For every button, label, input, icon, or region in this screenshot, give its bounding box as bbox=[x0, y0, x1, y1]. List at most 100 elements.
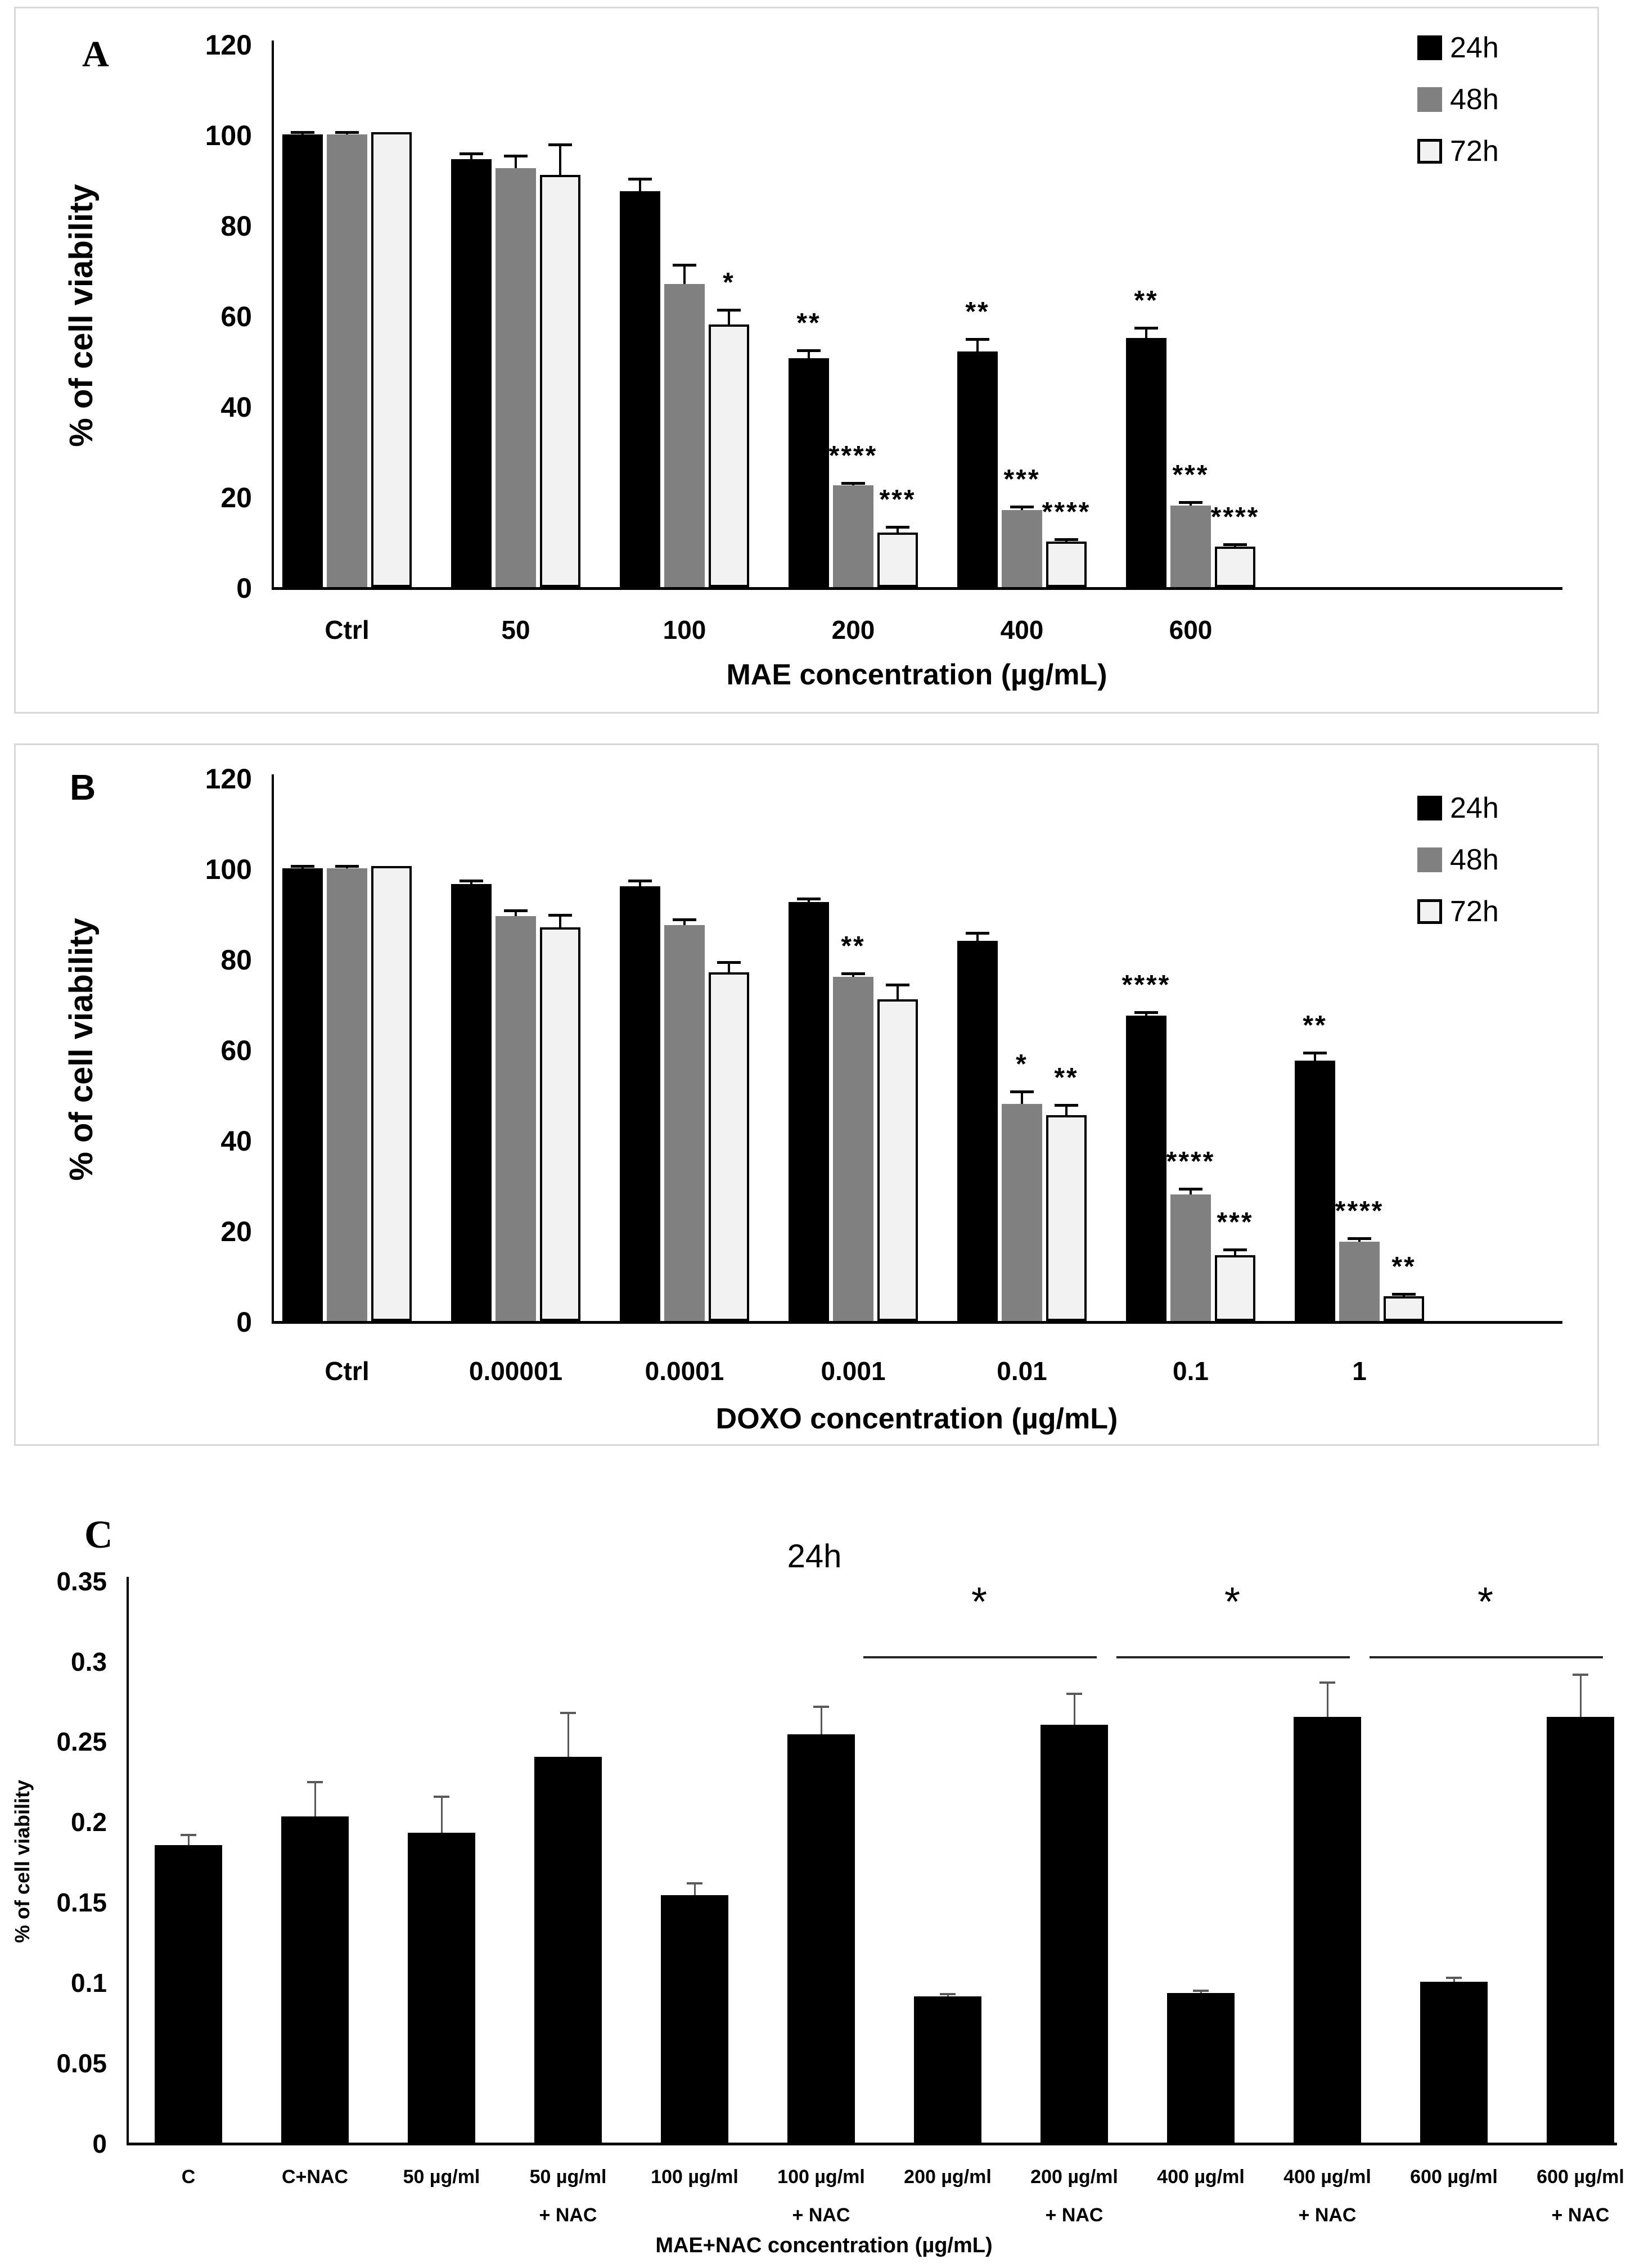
error-bar-stem bbox=[820, 1706, 822, 1734]
y-tick-label: 0.05 bbox=[56, 2048, 107, 2078]
panel-b-plot-area: 0 20 40 60 80 100 120 **** ** ** * **** **** ** *** ** C… bbox=[16, 745, 1597, 1444]
category-label: 100 µg/ml bbox=[651, 2166, 738, 2188]
y-tick-label: 0.25 bbox=[56, 1727, 107, 1757]
error-bar-stem bbox=[683, 264, 686, 284]
bar bbox=[877, 533, 918, 587]
bar bbox=[371, 866, 412, 1321]
significance-label: **** bbox=[1042, 497, 1091, 527]
legend-item-72h: 72h bbox=[1417, 137, 1499, 166]
error-bar-cap bbox=[940, 1993, 956, 1995]
error-bar-stem bbox=[639, 880, 641, 886]
bar bbox=[1170, 1194, 1211, 1321]
significance-label: **** bbox=[1335, 1196, 1384, 1226]
error-bar-cap bbox=[628, 880, 652, 882]
category-label: C+NAC bbox=[281, 2166, 349, 2188]
panel-b-letter: B bbox=[70, 767, 96, 808]
bar bbox=[1547, 1717, 1614, 2143]
bar bbox=[327, 134, 367, 587]
error-bar-cap bbox=[1319, 1681, 1335, 1684]
panel-c-x-axis-title: MAE+NAC concentration (µg/mL) bbox=[655, 2234, 993, 2257]
y-tick-label: 0 bbox=[236, 572, 252, 604]
error-bar-cap bbox=[434, 1796, 449, 1798]
error-bar-stem bbox=[808, 349, 810, 358]
y-axis-line bbox=[272, 774, 274, 1321]
bar bbox=[1384, 1296, 1424, 1321]
y-tick-label: 120 bbox=[205, 763, 252, 795]
error-bar-cap bbox=[1010, 1090, 1034, 1093]
legend-swatch-24h-icon bbox=[1417, 796, 1442, 820]
error-bar-cap bbox=[687, 1882, 702, 1884]
category-label: 0.1 bbox=[1173, 1356, 1209, 1386]
y-tick-label: 0.3 bbox=[71, 1647, 107, 1676]
bar bbox=[540, 927, 580, 1321]
bar bbox=[957, 941, 998, 1321]
error-bar-cap bbox=[1348, 1237, 1371, 1240]
error-bar-cap bbox=[886, 984, 909, 986]
category-label: Ctrl bbox=[325, 1356, 370, 1386]
category-sublabel: + NAC bbox=[792, 2204, 850, 2226]
error-bar-cap bbox=[1010, 506, 1034, 508]
error-bar-stem bbox=[728, 961, 730, 972]
error-bar-stem bbox=[1073, 1693, 1075, 1725]
bar bbox=[789, 358, 829, 587]
legend-item-24h: 24h bbox=[1417, 33, 1499, 62]
error-bar-stem bbox=[728, 309, 730, 324]
category-label: 200 µg/ml bbox=[1030, 2166, 1118, 2188]
significance-line bbox=[1116, 1656, 1350, 1658]
y-tick-label: 100 bbox=[205, 853, 252, 885]
bar bbox=[1126, 338, 1166, 587]
category-label: 600 bbox=[1169, 615, 1213, 644]
y-tick-label: 40 bbox=[220, 1125, 252, 1157]
error-bar-cap bbox=[1193, 1990, 1209, 1992]
error-bar-cap bbox=[966, 338, 989, 341]
significance-asterisk: * bbox=[1477, 1580, 1496, 1625]
y-tick-label: 60 bbox=[220, 1034, 252, 1066]
category-label: 600 µg/ml bbox=[1537, 2166, 1624, 2188]
error-bar-stem bbox=[1314, 1052, 1316, 1061]
error-bar-cap bbox=[291, 865, 314, 868]
legend-swatch-48h-icon bbox=[1417, 87, 1442, 112]
bar bbox=[833, 485, 873, 587]
bar bbox=[496, 168, 536, 587]
bar bbox=[787, 1734, 855, 2143]
category-label: 200 µg/ml bbox=[904, 2166, 992, 2188]
x-axis-line bbox=[272, 587, 1562, 590]
y-tick-label: 100 bbox=[205, 119, 252, 151]
error-bar-stem bbox=[515, 909, 517, 916]
significance-label: ** bbox=[1391, 1252, 1416, 1282]
bar bbox=[282, 134, 323, 587]
significance-asterisk: * bbox=[1224, 1580, 1242, 1625]
significance-label: **** bbox=[828, 441, 878, 471]
y-tick-label: 60 bbox=[220, 300, 252, 332]
bar bbox=[282, 868, 323, 1321]
error-bar-stem bbox=[1021, 1090, 1023, 1104]
category-label: 50 µg/ml bbox=[403, 2166, 480, 2188]
significance-label: **** bbox=[1166, 1147, 1215, 1176]
error-bar-stem bbox=[187, 1834, 190, 1845]
y-tick-label: 20 bbox=[220, 1215, 252, 1247]
error-bar-cap bbox=[1446, 1977, 1462, 1979]
y-tick-label: 0.2 bbox=[71, 1807, 107, 1837]
legend-swatch-48h-icon bbox=[1417, 847, 1442, 872]
bar bbox=[1002, 1104, 1042, 1321]
error-bar-cap bbox=[460, 152, 483, 155]
category-sublabel: + NAC bbox=[539, 2204, 597, 2226]
significance-label: ** bbox=[796, 308, 821, 338]
panel-b: B % of cell viability 24h 48h 72h 0 20 40 6… bbox=[14, 743, 1599, 1446]
category-label: 400 µg/ml bbox=[1283, 2166, 1371, 2188]
error-bar-cap bbox=[460, 880, 483, 882]
error-bar-stem bbox=[1579, 1674, 1582, 1717]
error-bar-stem bbox=[639, 178, 641, 191]
panel-c-plot-area: 0 0.05 0.1 0.15 0.2 0.25 0.3 0.35 C C+NAC 50 µg/ml… bbox=[0, 1490, 1626, 2268]
bar bbox=[1041, 1725, 1108, 2143]
bar bbox=[155, 1845, 222, 2143]
error-bar-cap bbox=[1179, 1188, 1202, 1191]
y-tick-label: 120 bbox=[205, 29, 252, 61]
category-label: 50 bbox=[501, 615, 530, 644]
bar bbox=[709, 324, 749, 587]
legend-swatch-24h-icon bbox=[1417, 35, 1442, 60]
y-tick-label: 0.15 bbox=[56, 1888, 107, 1918]
panel-c: C 24h % of cell viability 0 0.05 0.1 0.15 0.… bbox=[0, 1490, 1626, 2268]
category-label: 0.00001 bbox=[469, 1356, 563, 1386]
error-bar-cap bbox=[1223, 543, 1247, 546]
